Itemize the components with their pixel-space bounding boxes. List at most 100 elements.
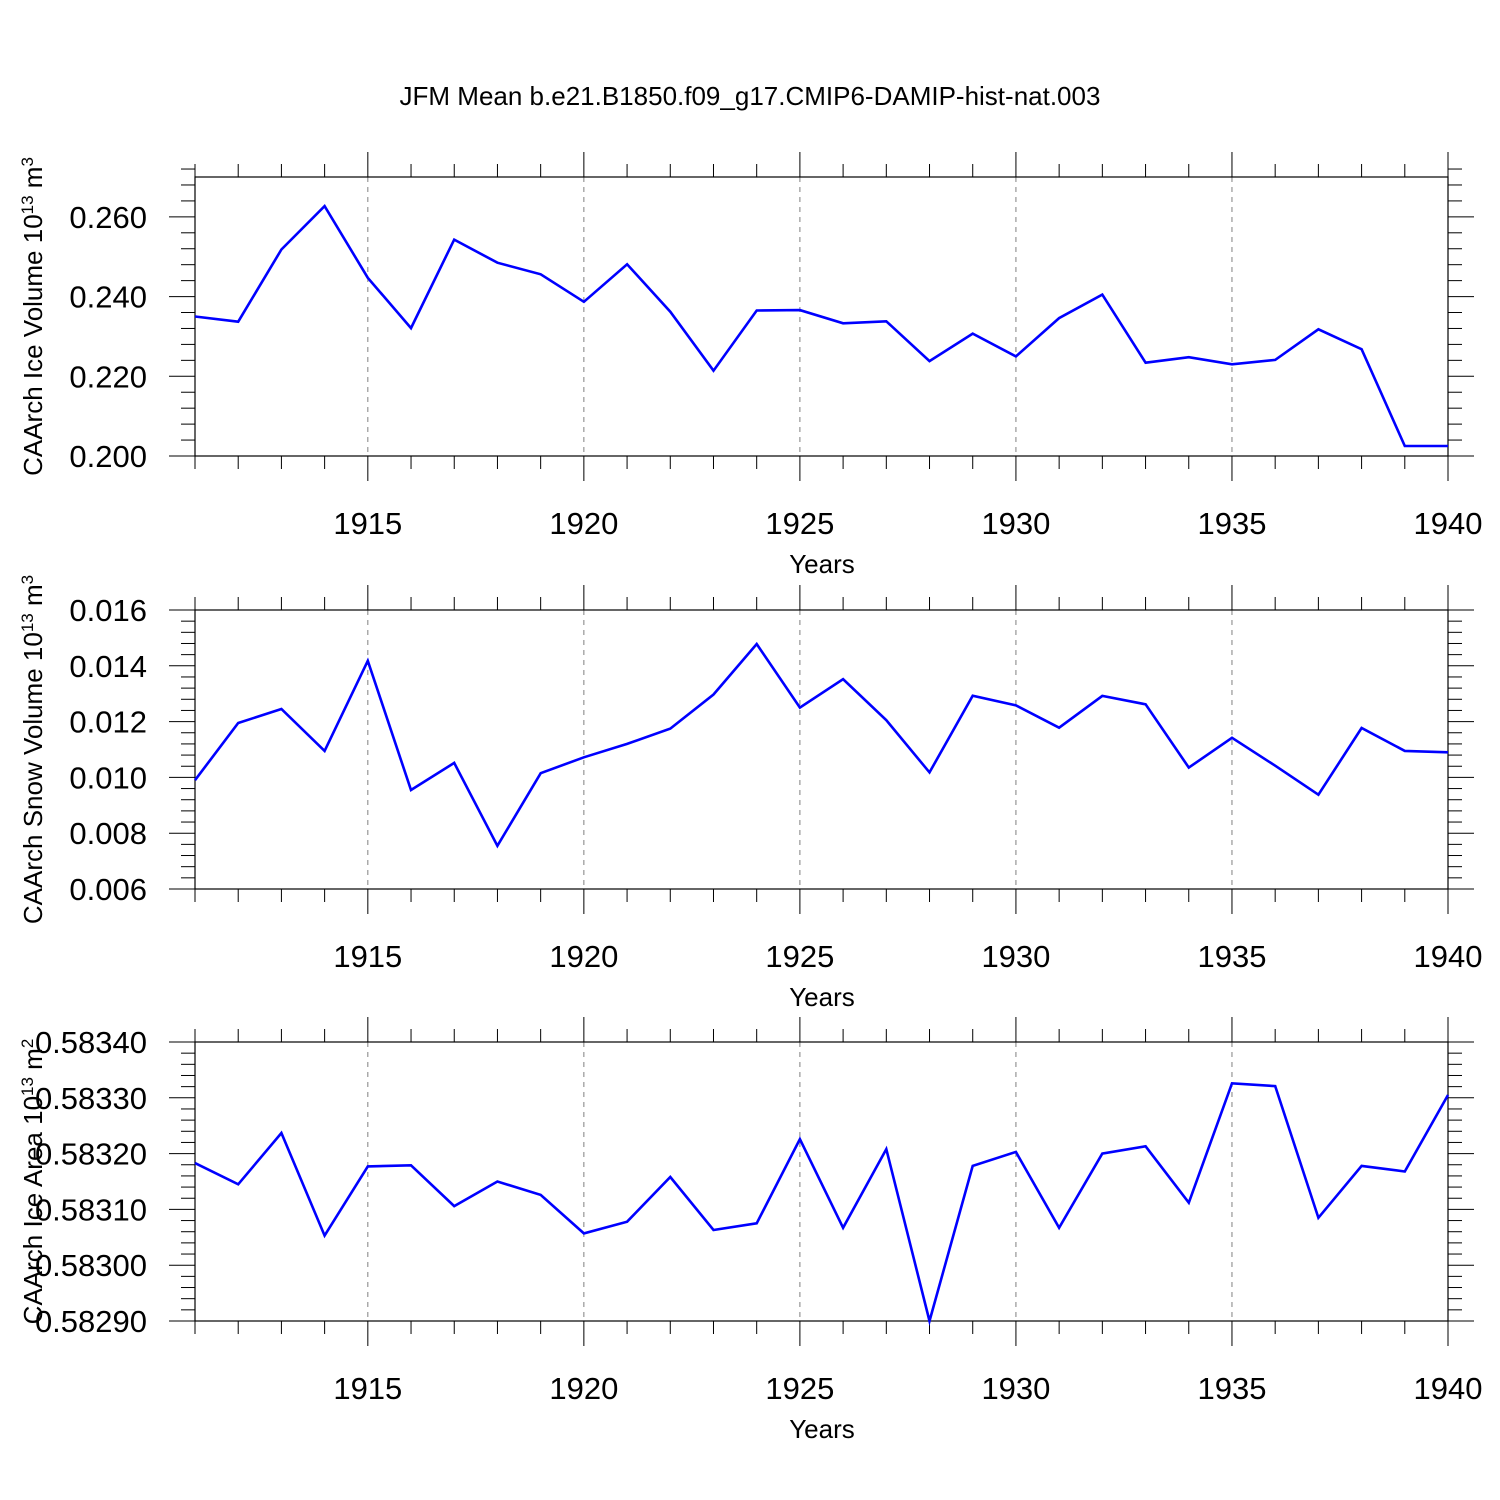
x-tick-label: 1930 <box>981 1371 1050 1406</box>
data-point <box>799 1138 802 1141</box>
data-point <box>1101 695 1104 698</box>
data-point <box>1187 356 1190 359</box>
data-point <box>669 310 672 313</box>
data-point <box>237 320 240 323</box>
plot-frame <box>194 1041 1449 1322</box>
chart-title: JFM Mean b.e21.B1850.f09_g17.CMIP6-DAMIP… <box>400 81 1101 111</box>
data-point <box>367 659 370 662</box>
panel-2: 0.006 0.008 0.010 0.012 0.014 0.016 1915 1920 19… <box>18 575 1482 1012</box>
series-line <box>193 641 1449 849</box>
data-point <box>1144 361 1147 364</box>
y-axis-label-superscript: 2 <box>18 1039 37 1048</box>
data-point <box>712 369 715 372</box>
data-point <box>669 1176 672 1179</box>
data-point <box>1231 736 1234 739</box>
y-tick-label: 0.58320 <box>35 1137 147 1172</box>
y-axis-label: CAArch Ice Area 1013 m2 <box>18 1039 48 1325</box>
y-tick-label: 0.58330 <box>35 1081 147 1116</box>
y-axis-label-superscript: 3 <box>18 157 37 166</box>
x-tick-label: 1920 <box>549 1371 618 1406</box>
data-point <box>237 722 240 725</box>
panel-3: 0.58290 0.58300 0.58310 0.58320 0.58330 0.583… <box>18 1017 1482 1444</box>
data-point <box>1274 359 1277 362</box>
x-axis-label: Years <box>789 549 855 579</box>
y-axis-label-text: CAArch Ice Volume 10 <box>18 214 48 476</box>
data-point <box>410 1164 413 1167</box>
data-point <box>496 844 499 847</box>
data-point <box>971 694 974 697</box>
data-point <box>712 693 715 696</box>
data-point <box>885 1148 888 1151</box>
data-point <box>626 1220 629 1223</box>
data-point <box>755 643 758 646</box>
data-point <box>1317 1216 1320 1219</box>
y-tick-label: 0.012 <box>69 705 147 740</box>
x-tick-label: 1935 <box>1197 939 1266 974</box>
data-point <box>410 327 413 330</box>
y-tick-label: 0.200 <box>69 439 147 474</box>
data-point <box>1447 1094 1450 1097</box>
data-point <box>1144 1145 1147 1148</box>
data-point <box>1447 751 1450 754</box>
y-axis-label: CAArch Snow Volume 1013 m3 <box>18 575 48 924</box>
data-point <box>410 789 413 792</box>
data-point <box>928 360 931 363</box>
data-point <box>626 743 629 746</box>
data-point <box>496 261 499 264</box>
y-tick-label: 0.58340 <box>35 1025 147 1060</box>
data-point <box>1447 445 1450 448</box>
data-point <box>842 1227 845 1230</box>
data-point <box>280 708 283 711</box>
x-tick-label: 1940 <box>1414 1371 1483 1406</box>
y-axis-label: CAArch Ice Volume 1013 m3 <box>18 157 48 476</box>
y-tick-label: 0.58290 <box>35 1304 147 1339</box>
data-point <box>1317 328 1320 331</box>
data-point <box>842 678 845 681</box>
data-point <box>885 719 888 722</box>
data-point <box>1403 445 1406 448</box>
data-point <box>669 727 672 730</box>
x-axis-label: Years <box>789 1414 855 1444</box>
data-point <box>367 277 370 280</box>
series-line <box>194 204 1448 448</box>
x-tick-label: 1925 <box>765 506 834 541</box>
data-point <box>367 1165 370 1168</box>
data-point <box>842 322 845 325</box>
data-point <box>539 1194 542 1197</box>
data-point <box>928 1320 931 1323</box>
data-point <box>799 309 802 312</box>
y-tick-label: 0.58300 <box>35 1248 147 1283</box>
x-tick-label: 1915 <box>333 939 402 974</box>
y-axis-label-superscript: 3 <box>18 575 37 584</box>
y-axis-label-text: CAArch Ice Area 10 <box>18 1096 48 1324</box>
y-tick-label: 0.220 <box>69 359 147 394</box>
data-point <box>194 1162 197 1165</box>
y-axis-label-superscript: 13 <box>18 195 37 214</box>
series-line <box>194 1081 1450 1327</box>
data-point <box>323 750 326 753</box>
data-point <box>1101 293 1104 296</box>
x-tick-label: 1915 <box>333 1371 402 1406</box>
data-point <box>1317 793 1320 796</box>
x-tick-label: 1920 <box>549 506 618 541</box>
x-tick-label: 1915 <box>333 506 402 541</box>
data-point <box>1144 703 1147 706</box>
data-point <box>1101 1152 1104 1155</box>
plot-frame <box>194 609 1449 890</box>
data-point <box>539 772 542 775</box>
data-point <box>1058 317 1061 320</box>
x-tick-label: 1935 <box>1197 506 1266 541</box>
y-tick-label: 0.016 <box>69 593 147 628</box>
data-point <box>194 315 197 318</box>
data-point <box>1058 726 1061 729</box>
data-point <box>237 1183 240 1186</box>
data-point <box>1231 363 1234 366</box>
y-axis-label-text: CAArch Snow Volume 10 <box>18 632 48 924</box>
y-tick-label: 0.014 <box>69 649 147 684</box>
data-point <box>885 320 888 323</box>
x-tick-label: 1935 <box>1197 1371 1266 1406</box>
data-point <box>583 300 586 303</box>
y-tick-label: 0.010 <box>69 760 147 795</box>
x-tick-label: 1925 <box>765 939 834 974</box>
data-point <box>583 756 586 759</box>
